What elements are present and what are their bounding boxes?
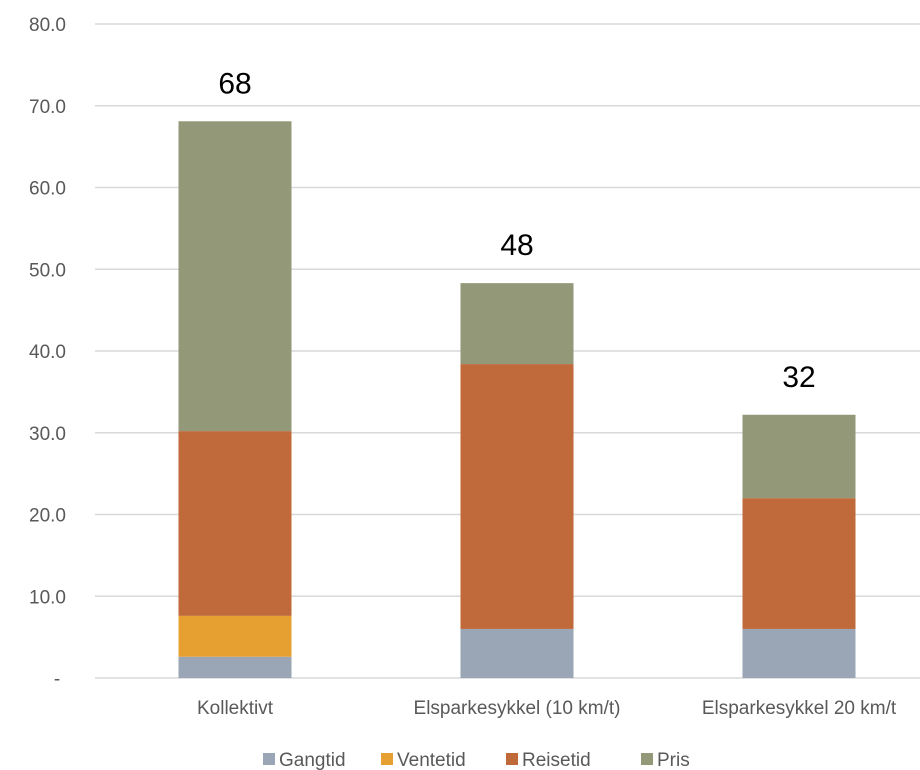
- legend-item-gangtid: Gangtid: [263, 750, 346, 770]
- bar-segment-pris: [742, 414, 856, 499]
- total-label: 68: [218, 67, 251, 100]
- total-label: 32: [782, 361, 815, 394]
- x-category-label: Elsparkesykkel (10 km/t): [414, 698, 621, 719]
- bar-segment-pris: [178, 121, 292, 432]
- bar-segment-pris: [460, 283, 574, 365]
- y-tick-label: -: [54, 669, 60, 690]
- legend-swatch: [381, 753, 393, 765]
- x-axis: Kollektivt Elsparkesykkel (10 km/t) Elspar…: [197, 698, 897, 719]
- legend-item-ventetid: Ventetid: [381, 750, 466, 770]
- legend: Gangtid Ventetid Reisetid Pris: [263, 750, 690, 770]
- x-category-label: Kollektivt: [197, 698, 274, 719]
- legend-label: Gangtid: [279, 750, 346, 770]
- legend-swatch: [263, 753, 275, 765]
- y-axis: - 10.0 20.0 30.0 40.0 50.0 60.0 70.0 80.0: [29, 15, 66, 690]
- y-tick-label: 50.0: [29, 260, 66, 281]
- bar-segment-reisetid: [178, 431, 292, 616]
- total-label: 48: [500, 229, 533, 262]
- y-tick-label: 30.0: [29, 424, 66, 445]
- legend-item-reisetid: Reisetid: [506, 750, 591, 770]
- x-category-label: Elsparkesykkel 20 km/t: [702, 698, 897, 719]
- bar-segment-ventetid: [178, 615, 292, 657]
- legend-label: Ventetid: [397, 750, 466, 770]
- bar-segment-reisetid: [460, 364, 574, 629]
- y-tick-label: 60.0: [29, 179, 66, 200]
- bar-segment-reisetid: [742, 498, 856, 629]
- legend-label: Reisetid: [522, 750, 591, 770]
- y-tick-label: 70.0: [29, 97, 66, 118]
- legend-item-pris: Pris: [641, 750, 690, 770]
- bar-segment-gangtid: [742, 628, 856, 678]
- bar-segment-gangtid: [178, 656, 292, 678]
- y-tick-label: 80.0: [29, 15, 66, 36]
- legend-label: Pris: [657, 750, 690, 770]
- legend-swatch: [506, 753, 518, 765]
- y-tick-label: 20.0: [29, 506, 66, 527]
- y-tick-label: 10.0: [29, 587, 66, 608]
- legend-swatch: [641, 753, 653, 765]
- bars: [178, 121, 856, 678]
- bar-segment-gangtid: [460, 628, 574, 678]
- y-tick-label: 40.0: [29, 342, 66, 363]
- total-labels: 68 48 32: [218, 67, 815, 393]
